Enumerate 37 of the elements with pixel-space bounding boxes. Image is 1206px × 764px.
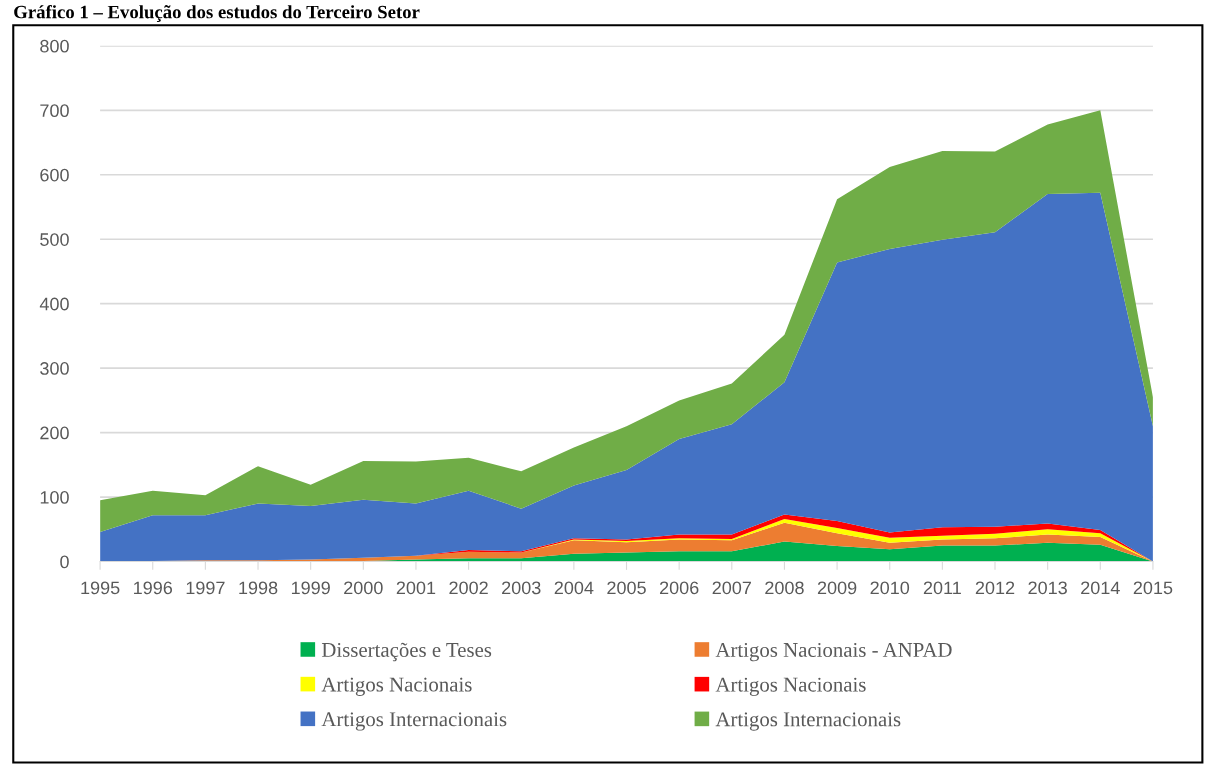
- legend-label: Artigos Nacionais: [321, 677, 472, 696]
- x-tick-label: 2005: [607, 581, 646, 595]
- x-tick-label: 2004: [554, 581, 594, 595]
- y-tick-label: 400: [39, 297, 69, 311]
- x-tick-label: 2014: [1081, 581, 1120, 595]
- x-tick-label: 2013: [1028, 581, 1067, 595]
- legend-label: Artigos Nacionais - ANPAD: [715, 642, 952, 662]
- y-tick-label: 100: [40, 491, 69, 504]
- x-tick-label: 1997: [186, 581, 225, 595]
- y-tick-label: 800: [40, 39, 69, 53]
- y-tick-label: 300: [40, 362, 69, 375]
- y-tick-label: 500: [40, 233, 69, 246]
- x-tick-label: 2002: [449, 581, 488, 595]
- x-tick-label: 2008: [765, 581, 804, 595]
- x-tick-label: 2010: [870, 581, 910, 595]
- legend-label: Dissertações e Teses: [321, 642, 492, 662]
- x-tick-label: 2011: [923, 581, 961, 595]
- x-tick-label: 2015: [1133, 581, 1173, 595]
- x-tick-label: 2003: [502, 581, 541, 595]
- y-tick-label: 700: [40, 104, 69, 118]
- chart-title: Gráfico 1 – Evolução dos estudos do Terceiro Setor: [14, 4, 420, 23]
- x-tick-label: 2009: [817, 581, 857, 595]
- y-tick-label: 200: [40, 426, 69, 440]
- x-tick-label: 1995: [81, 581, 120, 595]
- legend-label: Artigos Internacionais: [715, 712, 901, 731]
- x-tick-label: 2012: [975, 581, 1015, 595]
- legend-label: Artigos Internacionais: [321, 712, 507, 731]
- x-tick-label: 1996: [134, 581, 173, 595]
- x-tick-label: 1999: [291, 581, 330, 595]
- legend-label: Artigos Nacionais: [715, 677, 866, 696]
- x-tick-label: 2006: [659, 581, 699, 595]
- x-tick-label: 1998: [239, 581, 278, 595]
- x-tick-label: 2000: [344, 581, 383, 595]
- y-tick-label: 600: [40, 168, 69, 182]
- x-tick-label: 2001: [396, 581, 436, 595]
- y-tick-label: 0: [60, 555, 69, 569]
- x-tick-label: 2007: [712, 581, 751, 595]
